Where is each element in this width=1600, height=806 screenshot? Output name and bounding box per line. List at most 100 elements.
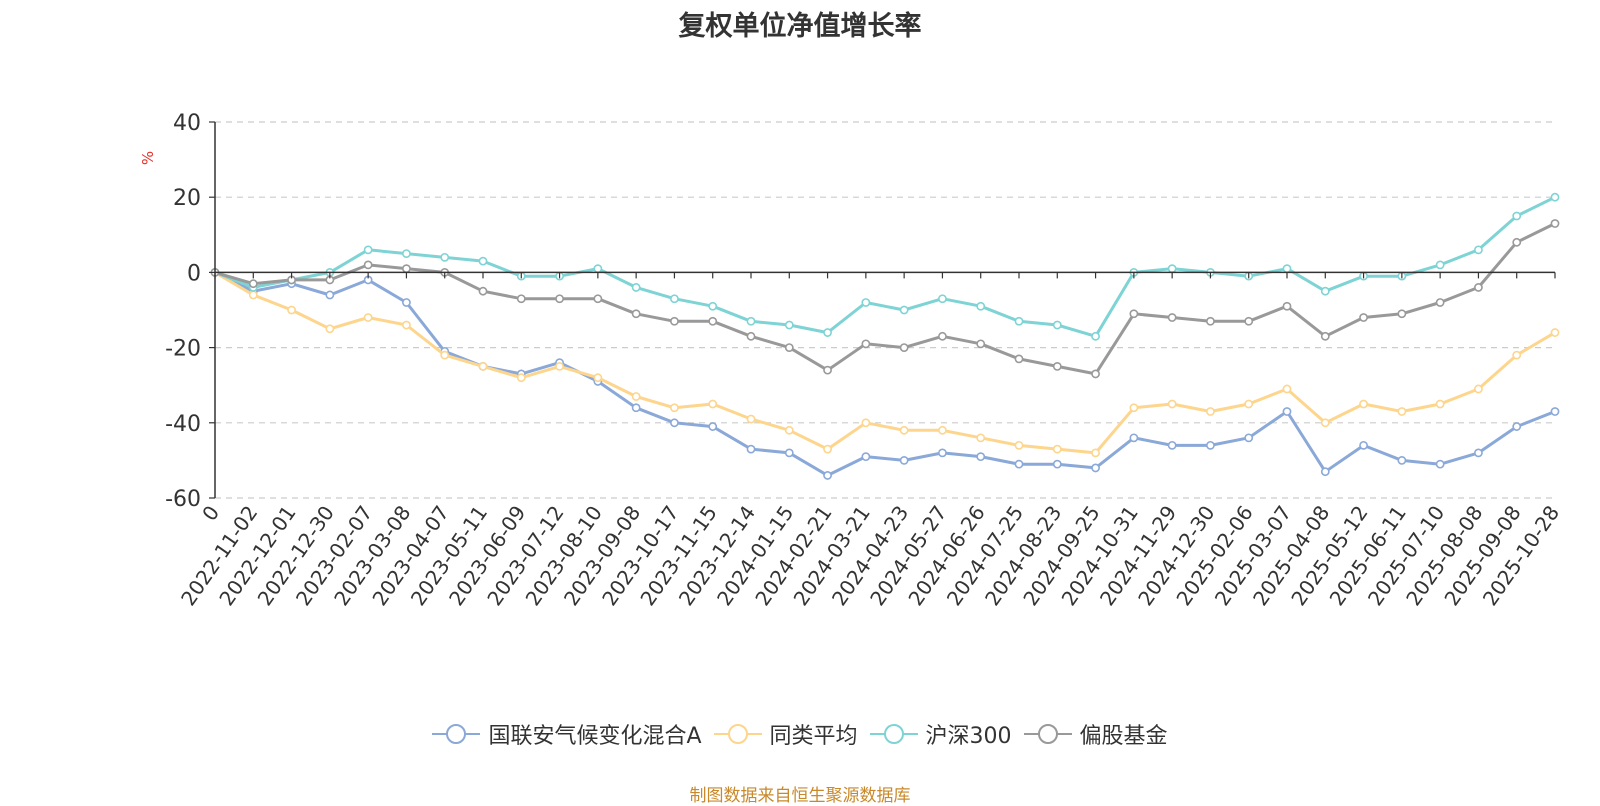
data-point-s1-29 xyxy=(1320,418,1330,428)
legend-marker-icon xyxy=(1023,722,1072,746)
y-tick-label-5: -60 xyxy=(165,487,201,512)
legend-label: 国联安气候变化混合A xyxy=(488,724,702,749)
data-point-s0-19 xyxy=(938,448,947,458)
data-point-s0-21 xyxy=(1014,459,1024,469)
data-point-s0-12 xyxy=(670,418,679,428)
data-point-s2-19 xyxy=(938,294,947,304)
data-point-s0-35 xyxy=(1550,407,1560,416)
data-point-s2-21 xyxy=(1014,316,1024,326)
data-point-s2-14 xyxy=(746,316,756,326)
data-point-s3-7 xyxy=(478,286,488,296)
data-point-s2-22 xyxy=(1052,320,1062,330)
data-point-s0-20 xyxy=(976,452,986,462)
data-point-s1-7 xyxy=(478,361,488,371)
data-point-s3-26 xyxy=(1206,316,1215,326)
data-point-s0-30 xyxy=(1359,440,1368,450)
data-point-s0-27 xyxy=(1244,433,1254,443)
y-axis-label: % xyxy=(139,151,157,165)
legend-item-1[interactable]: 同类平均 xyxy=(713,718,858,750)
data-point-s0-15 xyxy=(784,448,794,458)
source-note: 制图数据来自恒生聚源数据库 xyxy=(689,786,911,806)
data-point-s3-27 xyxy=(1244,316,1254,326)
data-point-s3-34 xyxy=(1512,237,1522,247)
data-point-s2-18 xyxy=(899,305,909,315)
data-point-s0-11 xyxy=(631,403,641,413)
data-point-s3-29 xyxy=(1320,331,1330,341)
data-point-s1-32 xyxy=(1435,399,1445,409)
data-point-s3-5 xyxy=(402,264,411,274)
data-point-s2-5 xyxy=(402,249,411,258)
data-point-s1-12 xyxy=(670,403,679,413)
legend-item-2[interactable]: 沪深300 xyxy=(869,718,1012,750)
data-point-s1-14 xyxy=(746,414,756,424)
series-line-1 xyxy=(213,270,1557,455)
data-point-s0-25 xyxy=(1167,440,1177,450)
data-point-s2-35 xyxy=(1550,192,1560,202)
series-line-0 xyxy=(213,270,1557,477)
data-point-s3-30 xyxy=(1359,313,1368,322)
x-tick-label-0: 0 xyxy=(197,501,224,525)
data-point-s2-10 xyxy=(593,264,603,274)
data-point-s0-34 xyxy=(1512,422,1522,431)
data-point-s3-1 xyxy=(248,279,258,289)
data-point-s3-31 xyxy=(1397,309,1407,319)
data-point-s0-3 xyxy=(325,290,335,300)
data-point-s3-28 xyxy=(1282,301,1292,311)
data-point-s1-4 xyxy=(363,313,373,322)
data-point-s1-5 xyxy=(402,320,411,330)
data-point-s1-9 xyxy=(555,361,564,371)
data-point-s0-28 xyxy=(1282,407,1292,416)
data-point-s1-2 xyxy=(287,305,296,315)
data-point-s1-10 xyxy=(593,373,603,383)
data-point-s1-33 xyxy=(1474,384,1483,394)
series-lines xyxy=(210,192,1560,480)
legend-item-3[interactable]: 偏股基金 xyxy=(1023,718,1168,750)
data-point-s3-24 xyxy=(1129,309,1139,319)
data-point-s3-33 xyxy=(1474,283,1483,292)
legend-label: 沪深300 xyxy=(925,724,1012,749)
data-point-s1-13 xyxy=(708,399,718,409)
data-point-s2-28 xyxy=(1282,264,1292,274)
data-point-s0-17 xyxy=(861,452,871,462)
data-point-s2-25 xyxy=(1167,264,1177,274)
data-point-s1-1 xyxy=(248,290,258,300)
y-tick-label-4: -40 xyxy=(165,412,201,437)
data-point-s0-22 xyxy=(1052,459,1062,469)
data-point-s2-34 xyxy=(1512,211,1522,221)
data-point-s1-34 xyxy=(1512,350,1522,360)
data-point-s1-19 xyxy=(938,425,947,435)
data-point-s1-21 xyxy=(1014,440,1024,450)
data-point-s1-30 xyxy=(1359,399,1368,409)
legend-label: 同类平均 xyxy=(769,724,858,749)
data-point-s0-33 xyxy=(1474,448,1483,458)
y-tick-label-1: 20 xyxy=(173,186,201,211)
data-point-s1-25 xyxy=(1167,399,1177,409)
grid-lines xyxy=(215,121,1555,499)
chart-title: 复权单位净值增长率 xyxy=(678,11,922,42)
data-point-s1-31 xyxy=(1397,407,1407,416)
legend-label: 偏股基金 xyxy=(1079,724,1168,749)
data-point-s3-10 xyxy=(593,294,603,304)
legend-marker-icon xyxy=(432,722,481,746)
data-point-s0-26 xyxy=(1206,440,1215,450)
data-point-s2-17 xyxy=(861,298,871,307)
series-line-3 xyxy=(213,222,1557,376)
legend-item-0[interactable]: 国联安气候变化混合A xyxy=(432,718,702,750)
data-point-s3-11 xyxy=(631,309,641,319)
data-point-s1-27 xyxy=(1244,399,1254,409)
data-point-s1-23 xyxy=(1091,448,1100,458)
data-point-s0-13 xyxy=(708,422,718,431)
data-point-s3-8 xyxy=(516,294,526,304)
data-point-s1-18 xyxy=(899,425,909,435)
data-point-s3-13 xyxy=(708,316,718,326)
data-point-s2-32 xyxy=(1435,260,1445,270)
legend-marker-icon xyxy=(869,722,918,746)
data-point-s1-17 xyxy=(861,418,871,428)
data-point-s3-23 xyxy=(1091,369,1100,379)
data-point-s1-28 xyxy=(1282,384,1292,394)
data-point-s1-6 xyxy=(440,350,450,360)
y-tick-label-3: -20 xyxy=(165,337,201,362)
data-point-s0-14 xyxy=(746,444,756,454)
chart-plot: 40200-20-40-6002022-11-022022-12-012022-… xyxy=(139,111,1564,610)
data-point-s1-26 xyxy=(1206,407,1215,416)
